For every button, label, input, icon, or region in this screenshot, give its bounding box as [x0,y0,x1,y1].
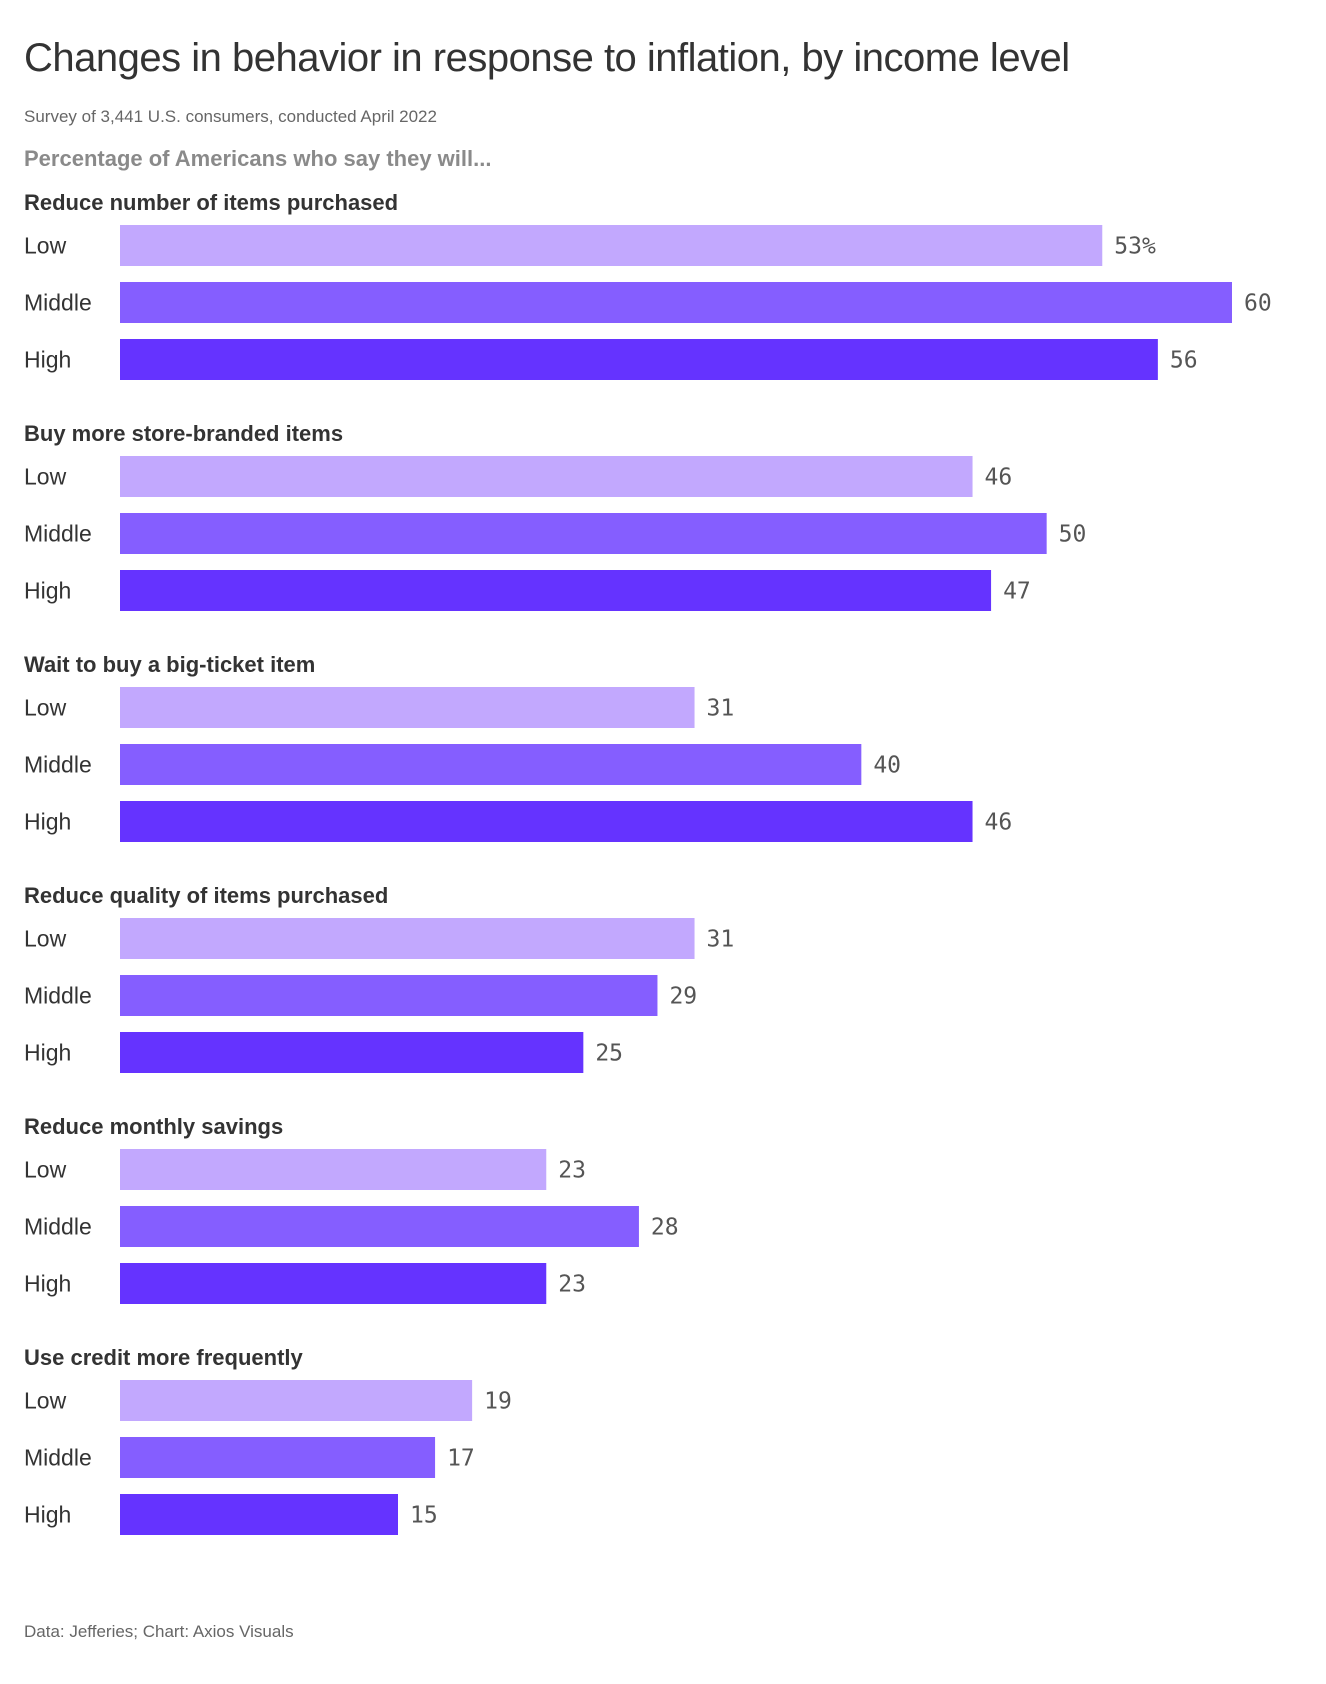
value-label: 47 [1003,579,1031,605]
value-label: 46 [985,810,1013,836]
group-title: Reduce number of items purchased [24,190,398,215]
chart-subtitle: Survey of 3,441 U.S. consumers, conducte… [24,107,437,126]
value-label: 50 [1059,522,1087,548]
row-label-high: High [24,578,71,604]
bar-middle [120,282,1232,323]
value-label: 25 [595,1041,623,1067]
bar-chart: Reduce number of items purchased Low 53% Mi… [24,190,1272,1535]
row-label-high: High [24,1271,71,1297]
bar-group-wait-to-buy-a-big-ticket-item: Wait to buy a big-ticket item Low 31 Middle… [24,652,1012,842]
bar-low [120,1149,547,1190]
group-title: Use credit more frequently [24,1345,304,1370]
row-label-high: High [24,347,71,373]
value-label: 17 [447,1446,475,1472]
row-label-low: Low [24,695,67,721]
value-label: 46 [985,465,1013,491]
row-label-high: High [24,1040,71,1066]
bar-high [120,1263,547,1304]
bar-low [120,225,1103,266]
bar-high [120,570,992,611]
bar-middle [120,744,862,785]
row-label-low: Low [24,464,67,490]
value-label: 31 [707,927,735,953]
value-label: 15 [410,1503,438,1529]
bar-group-reduce-quality-of-items-purchased: Reduce quality of items purchased Low 31 Mi… [24,883,734,1073]
source-note: Data: Jefferies; Chart: Axios Visuals [24,1622,294,1641]
bar-low [120,1380,473,1421]
chart-title: Changes in behavior in response to infla… [24,36,1070,80]
row-label-middle: Middle [24,521,92,547]
value-label: 31 [707,696,735,722]
row-label-middle: Middle [24,752,92,778]
row-label-high: High [24,1502,71,1528]
row-label-middle: Middle [24,983,92,1009]
row-label-low: Low [24,926,67,952]
bar-high [120,1032,584,1073]
group-title: Buy more store-branded items [24,421,343,446]
bar-high [120,1494,398,1535]
bar-high [120,339,1158,380]
bar-group-use-credit-more-frequently: Use credit more frequently Low 19 Middle 17 H… [24,1345,512,1535]
bar-low [120,456,973,497]
value-label: 40 [873,753,901,779]
bar-middle [120,975,658,1016]
value-label: 19 [484,1389,512,1415]
row-label-low: Low [24,1388,67,1414]
bar-group-reduce-number-of-items-purchased: Reduce number of items purchased Low 53% Mi… [24,190,1272,380]
row-label-low: Low [24,233,67,259]
value-label: 23 [558,1272,586,1298]
row-label-middle: Middle [24,1445,92,1471]
value-label: 56 [1170,348,1198,374]
value-label: 23 [558,1158,586,1184]
bar-middle [120,1437,436,1478]
group-title: Reduce monthly savings [24,1114,283,1139]
value-label: 60 [1244,291,1272,317]
bar-group-reduce-monthly-savings: Reduce monthly savings Low 23 Middle 28 High 2… [24,1114,679,1304]
bar-high [120,801,973,842]
value-label: 28 [651,1215,679,1241]
row-label-middle: Middle [24,290,92,316]
chart-lead-text: Percentage of Americans who say they wil… [24,146,492,171]
bar-middle [120,1206,639,1247]
value-label: 29 [669,984,697,1010]
row-label-middle: Middle [24,1214,92,1240]
row-label-high: High [24,809,71,835]
group-title: Wait to buy a big-ticket item [24,652,315,677]
row-label-low: Low [24,1157,67,1183]
bar-middle [120,513,1047,554]
bar-low [120,918,695,959]
bar-group-buy-more-store-branded-items: Buy more store-branded items Low 46 Middle 5… [24,421,1086,611]
group-title: Reduce quality of items purchased [24,883,388,908]
bar-low [120,687,695,728]
value-label: 53% [1114,234,1156,260]
